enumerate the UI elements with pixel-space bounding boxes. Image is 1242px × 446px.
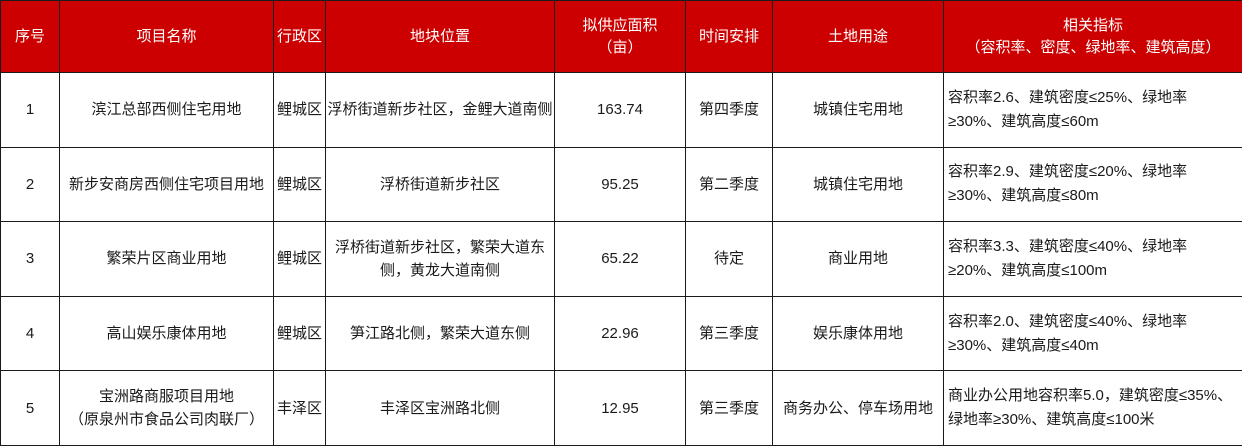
cell-index: 2 <box>0 146 60 223</box>
cell-index: 4 <box>0 295 60 372</box>
table-header: 序号 项目名称 行政区 地块位置 拟供应面积 （亩） 时间安排 土地用途 相关指… <box>0 0 1242 73</box>
cell-indicators: 商业办公用地容积率5.0，建筑密度≤35%、绿地率≥30%、建筑高度≤100米 <box>943 370 1242 446</box>
cell-indicators: 容积率2.0、建筑密度≤40%、绿地率≥30%、建筑高度≤40m <box>943 295 1242 372</box>
column-header-name: 项目名称 <box>59 0 274 73</box>
column-header-index: 序号 <box>0 0 60 73</box>
cell-location: 笋江路北侧，繁荣大道东侧 <box>325 295 555 372</box>
cell-district: 鲤城区 <box>273 72 326 148</box>
column-header-schedule: 时间安排 <box>685 0 773 73</box>
cell-project-name: 高山娱乐康体用地 <box>59 295 274 372</box>
header-row: 序号 项目名称 行政区 地块位置 拟供应面积 （亩） 时间安排 土地用途 相关指… <box>0 0 1242 73</box>
table-row: 1 滨江总部西侧住宅用地 鲤城区 浮桥街道新步社区，金鲤大道南侧 163.74 … <box>0 72 1242 148</box>
cell-indicators: 容积率3.3、建筑密度≤40%、绿地率≥20%、建筑高度≤100m <box>943 221 1242 297</box>
cell-location: 丰泽区宝洲路北侧 <box>325 370 555 446</box>
column-header-land-use: 土地用途 <box>772 0 944 73</box>
cell-district: 丰泽区 <box>273 370 326 446</box>
cell-schedule: 第三季度 <box>685 295 773 372</box>
cell-area: 65.22 <box>554 221 686 297</box>
cell-index: 1 <box>0 72 60 148</box>
cell-location: 浮桥街道新步社区，金鲤大道南侧 <box>325 72 555 148</box>
cell-location: 浮桥街道新步社区 <box>325 146 555 223</box>
table-row: 2 新步安商房西侧住宅项目用地 鲤城区 浮桥街道新步社区 95.25 第二季度 … <box>0 146 1242 223</box>
cell-district: 鲤城区 <box>273 146 326 223</box>
table-body: 1 滨江总部西侧住宅用地 鲤城区 浮桥街道新步社区，金鲤大道南侧 163.74 … <box>0 72 1242 446</box>
column-header-district: 行政区 <box>273 0 326 73</box>
cell-land-use: 娱乐康体用地 <box>772 295 944 372</box>
cell-index: 3 <box>0 221 60 297</box>
table-row: 5 宝洲路商服项目用地 （原泉州市食品公司肉联厂） 丰泽区 丰泽区宝洲路北侧 1… <box>0 370 1242 446</box>
column-header-location: 地块位置 <box>325 0 555 73</box>
cell-project-name: 新步安商房西侧住宅项目用地 <box>59 146 274 223</box>
cell-indicators: 容积率2.6、建筑密度≤25%、绿地率≥30%、建筑高度≤60m <box>943 72 1242 148</box>
cell-district: 鲤城区 <box>273 221 326 297</box>
column-header-area: 拟供应面积 （亩） <box>554 0 686 73</box>
table-row: 3 繁荣片区商业用地 鲤城区 浮桥街道新步社区，繁荣大道东侧，黄龙大道南侧 65… <box>0 221 1242 297</box>
cell-land-use: 商务办公、停车场用地 <box>772 370 944 446</box>
cell-schedule: 待定 <box>685 221 773 297</box>
cell-indicators: 容积率2.9、建筑密度≤20%、绿地率≥30%、建筑高度≤80m <box>943 146 1242 223</box>
cell-project-name: 滨江总部西侧住宅用地 <box>59 72 274 148</box>
column-header-indicators: 相关指标 （容积率、密度、绿地率、建筑高度） <box>943 0 1242 73</box>
cell-area: 22.96 <box>554 295 686 372</box>
cell-area: 95.25 <box>554 146 686 223</box>
cell-land-use: 城镇住宅用地 <box>772 72 944 148</box>
cell-area: 163.74 <box>554 72 686 148</box>
table-row: 4 高山娱乐康体用地 鲤城区 笋江路北侧，繁荣大道东侧 22.96 第三季度 娱… <box>0 295 1242 372</box>
cell-schedule: 第四季度 <box>685 72 773 148</box>
cell-location: 浮桥街道新步社区，繁荣大道东侧，黄龙大道南侧 <box>325 221 555 297</box>
cell-project-name: 宝洲路商服项目用地 （原泉州市食品公司肉联厂） <box>59 370 274 446</box>
cell-schedule: 第三季度 <box>685 370 773 446</box>
cell-district: 鲤城区 <box>273 295 326 372</box>
cell-project-name: 繁荣片区商业用地 <box>59 221 274 297</box>
cell-area: 12.95 <box>554 370 686 446</box>
cell-land-use: 商业用地 <box>772 221 944 297</box>
cell-index: 5 <box>0 370 60 446</box>
cell-schedule: 第二季度 <box>685 146 773 223</box>
cell-land-use: 城镇住宅用地 <box>772 146 944 223</box>
